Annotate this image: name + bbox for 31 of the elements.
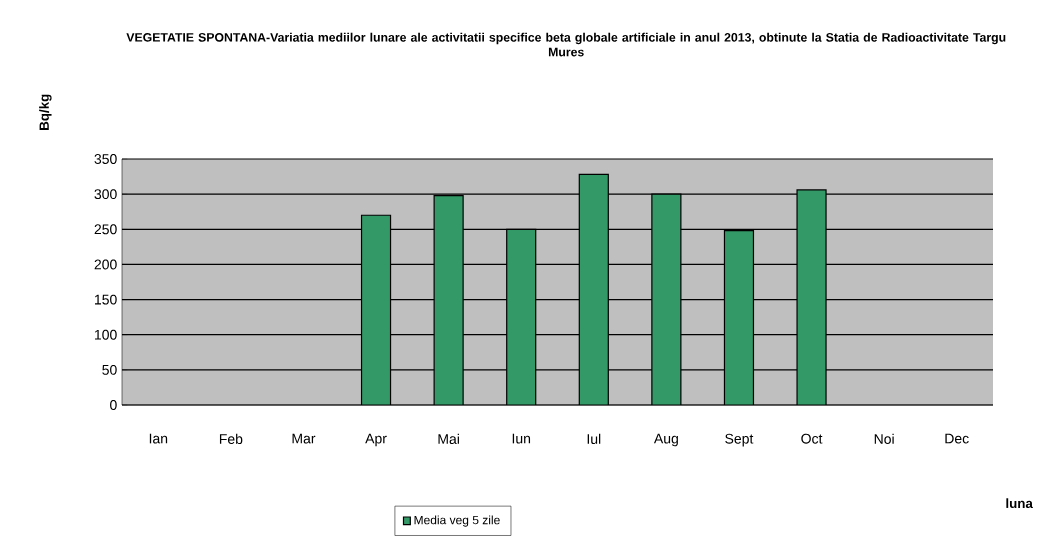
y-tick-label: 300: [94, 189, 117, 200]
y-tick-label: 100: [95, 329, 117, 340]
x-tick-label: Mai: [438, 433, 459, 444]
chart-title: VEGETATIE SPONTANA-Variatia mediilor lunare ale activitatii specifice beta globale artificiale in anul 2013, obtinute la Statia de Radioactivitate Targu Mures: [126, 32, 1006, 57]
bar: [433, 194, 464, 405]
x-tick-label: Oct: [801, 433, 823, 444]
x-tick-label: Iun: [512, 433, 531, 444]
x-tick-label: Aug: [653, 433, 678, 447]
x-tick-label: Mar: [292, 433, 316, 444]
x-axis-title: luna: [1006, 498, 1033, 509]
y-tick-label: 350: [94, 154, 117, 164]
y-tick-label: 0: [110, 400, 117, 410]
bar: [796, 189, 827, 405]
x-tick-label: Noi: [874, 433, 894, 444]
y-tick-label: 200: [94, 259, 117, 270]
x-tick-label: Apr: [365, 433, 387, 447]
bar: [506, 228, 537, 405]
x-tick-label: Feb: [219, 433, 243, 444]
x-tick-label: Ian: [149, 433, 168, 444]
y-tick-label: 50: [102, 364, 117, 375]
bar: [578, 173, 609, 405]
x-tick-label: Dec: [945, 433, 969, 444]
y-tick-label: 150: [95, 294, 117, 305]
x-tick-label: Sept: [725, 433, 754, 447]
bar: [651, 193, 682, 405]
y-axis-title: Bq/kg: [39, 94, 52, 130]
y-tick-label: 250: [94, 224, 117, 235]
bar: [360, 214, 392, 405]
bar: [723, 230, 755, 405]
x-tick-label: Iul: [587, 433, 601, 444]
legend-label: Media veg 5 zile: [414, 515, 500, 527]
